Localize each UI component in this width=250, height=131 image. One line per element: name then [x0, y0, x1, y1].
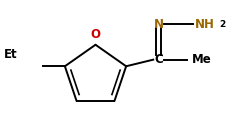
Text: O: O [90, 28, 100, 41]
Text: N: N [153, 18, 163, 31]
Text: 2: 2 [218, 20, 225, 29]
Text: NH: NH [194, 18, 214, 31]
Text: Me: Me [191, 53, 211, 66]
Text: Et: Et [4, 48, 18, 61]
Text: C: C [154, 53, 162, 66]
